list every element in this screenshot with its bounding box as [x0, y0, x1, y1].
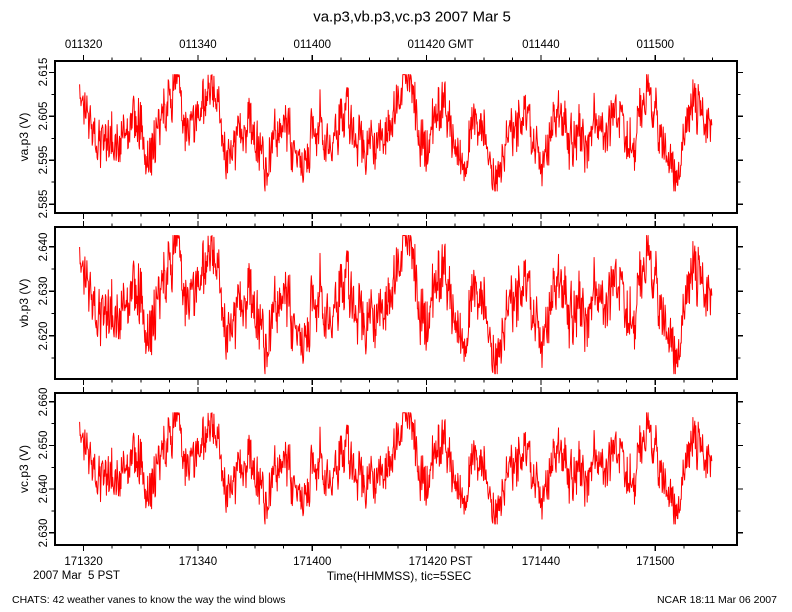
- panel-1-frame: [54, 60, 738, 214]
- y-tick-label: 2.620: [38, 321, 50, 351]
- x-tick-label-top: 011500: [636, 39, 675, 51]
- y-tick-label: 2.650: [38, 431, 50, 460]
- x-tick-label-bottom: 171420 PST: [408, 556, 473, 568]
- y-tick-label: 2.630: [38, 518, 50, 548]
- y-axis-title: vb.p3 (V): [17, 278, 31, 328]
- panel-2-frame: [54, 226, 738, 380]
- y-tick-label: 2.615: [38, 58, 50, 87]
- x-axis-title: Time(HHMMSS), tic=5SEC: [326, 569, 472, 583]
- panel-3-frame: [54, 392, 738, 546]
- footer-caption: CHATS: 42 weather vanes to know the way …: [12, 594, 286, 606]
- y-tick-label: 2.595: [38, 145, 50, 175]
- x-tick-label-top: 011320: [64, 39, 103, 51]
- series-trace-vc.p3: [79, 412, 713, 525]
- y-axis-title: vc.p3 (V): [17, 444, 31, 494]
- y-tick-label: 2.640: [38, 232, 50, 261]
- footer-credit: NCAR 18:11 Mar 06 2007: [656, 594, 777, 606]
- x-tick-label-bottom: 171440: [521, 556, 561, 568]
- x-tick-label-bottom: 171340: [178, 556, 218, 568]
- x-tick-label-top: 011340: [179, 39, 217, 51]
- series-trace-vb.p3: [79, 235, 713, 375]
- series-trace-va.p3: [79, 74, 713, 192]
- x-tick-label-top: 011440: [522, 39, 560, 51]
- y-tick-label: 2.630: [38, 276, 50, 306]
- y-tick-label: 2.640: [38, 474, 50, 504]
- y-tick-label: 2.660: [38, 387, 50, 417]
- plot-title: va.p3,vb.p3,vc.p3 2007 Mar 5: [313, 8, 511, 26]
- date-annotation: 2007 Mar 5 PST: [33, 570, 120, 582]
- x-tick-label-bottom: 171400: [293, 556, 332, 568]
- x-tick-label-bottom: 171320: [64, 556, 103, 568]
- x-tick-label-top: 011400: [293, 39, 332, 51]
- x-tick-label-top: 011420 GMT: [407, 39, 474, 51]
- x-tick-label-bottom: 171500: [636, 556, 675, 568]
- y-axis-title: va.p3 (V): [17, 112, 31, 162]
- y-tick-label: 2.585: [38, 189, 50, 219]
- y-tick-label: 2.605: [38, 101, 50, 131]
